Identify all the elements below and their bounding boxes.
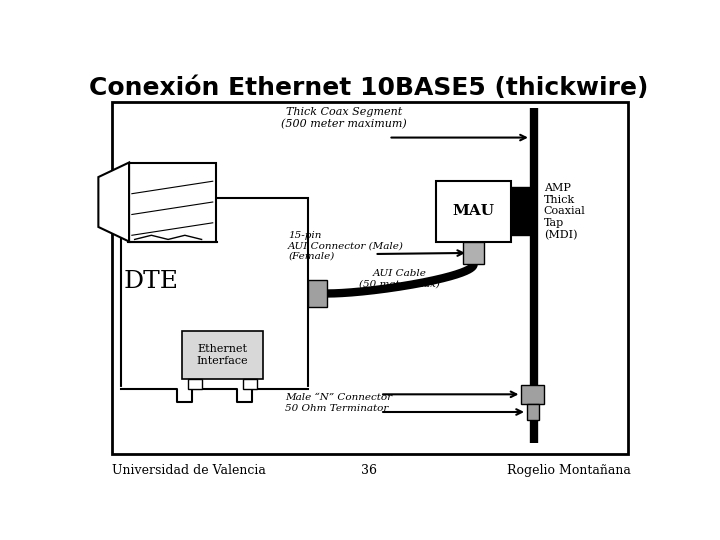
Bar [511,187,534,235]
Bar [243,379,258,389]
Text: Thick Coax Segment
(500 meter maximum): Thick Coax Segment (500 meter maximum) [281,107,407,129]
Text: Ethernet
Interface: Ethernet Interface [197,344,248,366]
Text: Rogelio Montañana: Rogelio Montañana [508,464,631,477]
Bar [527,404,539,420]
Bar [521,385,544,404]
Text: Male “N” Connector
50 Ohm Terminator: Male “N” Connector 50 Ohm Terminator [285,394,392,413]
Text: AMP
Thick
Coaxial
Tap
(MDI): AMP Thick Coaxial Tap (MDI) [544,183,585,240]
Text: 15-pin
AUI Connector (Male)
(Female): 15-pin AUI Connector (Male) (Female) [288,231,404,261]
Text: Universidad de Valencia: Universidad de Valencia [112,464,266,477]
Text: MAU: MAU [453,204,495,218]
Bar [188,379,202,389]
Bar [129,163,215,241]
Text: 36: 36 [361,464,377,477]
Text: Conexión Ethernet 10BASE5 (thickwire): Conexión Ethernet 10BASE5 (thickwire) [89,76,649,100]
Bar [112,102,629,454]
Polygon shape [99,163,129,241]
Bar [307,280,327,307]
Bar [463,241,485,265]
Bar [121,198,307,389]
Text: AUI Cable
(50 meter max): AUI Cable (50 meter max) [359,269,440,289]
Bar [436,181,511,241]
Text: DTE: DTE [124,269,179,293]
Bar [182,331,263,379]
